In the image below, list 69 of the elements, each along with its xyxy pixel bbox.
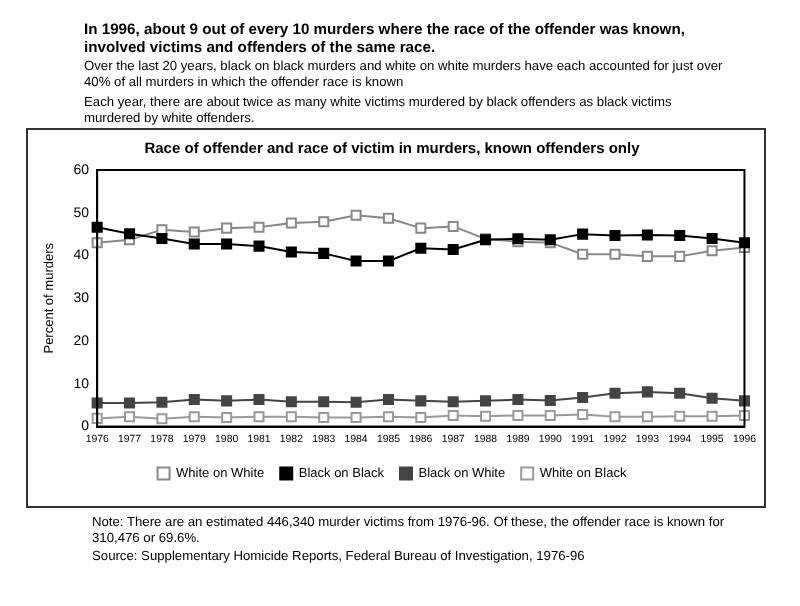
point <box>221 395 233 407</box>
point <box>447 396 459 408</box>
point <box>382 394 394 406</box>
point <box>415 242 427 254</box>
point <box>318 396 330 408</box>
point <box>285 396 297 408</box>
point <box>609 229 621 241</box>
point <box>609 387 621 399</box>
point <box>447 244 459 256</box>
point <box>124 397 136 409</box>
point <box>156 232 168 244</box>
point <box>480 410 492 422</box>
point <box>350 396 362 408</box>
point <box>253 240 265 252</box>
point <box>285 411 297 423</box>
point <box>415 412 427 424</box>
point <box>577 228 589 240</box>
point <box>544 409 556 421</box>
point <box>706 392 718 404</box>
point <box>544 394 556 406</box>
point <box>382 212 394 224</box>
point <box>512 409 524 421</box>
point <box>156 396 168 408</box>
point <box>674 387 686 399</box>
point <box>674 229 686 241</box>
point <box>188 394 200 406</box>
point <box>382 255 394 267</box>
point <box>124 411 136 423</box>
point <box>674 250 686 262</box>
point <box>253 394 265 406</box>
point <box>641 386 653 398</box>
point <box>221 412 233 424</box>
point <box>641 411 653 423</box>
point <box>350 412 362 424</box>
point <box>350 255 362 267</box>
point <box>577 409 589 421</box>
point <box>318 247 330 259</box>
point <box>188 411 200 423</box>
point <box>674 410 686 422</box>
point <box>706 232 718 244</box>
point <box>577 391 589 403</box>
point <box>641 229 653 241</box>
point <box>318 216 330 228</box>
point <box>221 238 233 250</box>
point <box>447 220 459 232</box>
point <box>382 411 394 423</box>
point <box>221 222 233 234</box>
point <box>512 394 524 406</box>
point <box>253 411 265 423</box>
point <box>188 238 200 250</box>
point <box>91 397 103 409</box>
point <box>480 395 492 407</box>
point <box>415 395 427 407</box>
point <box>253 221 265 233</box>
point <box>609 248 621 260</box>
point <box>188 226 200 238</box>
point <box>706 245 718 257</box>
point <box>641 250 653 262</box>
point <box>706 410 718 422</box>
point <box>156 413 168 425</box>
point <box>285 217 297 229</box>
point <box>415 222 427 234</box>
point <box>447 409 459 421</box>
point <box>350 209 362 221</box>
point <box>285 246 297 258</box>
point <box>577 248 589 260</box>
point <box>318 412 330 424</box>
point <box>609 411 621 423</box>
point <box>124 228 136 240</box>
